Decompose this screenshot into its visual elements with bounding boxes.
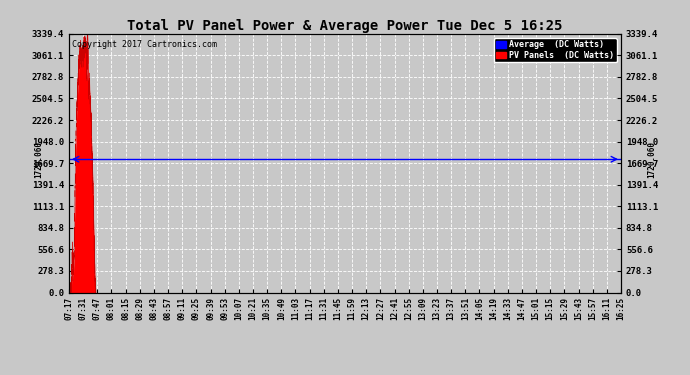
Text: Copyright 2017 Cartronics.com: Copyright 2017 Cartronics.com — [72, 40, 217, 49]
Text: 1720.060: 1720.060 — [34, 141, 43, 178]
Legend: Average  (DC Watts), PV Panels  (DC Watts): Average (DC Watts), PV Panels (DC Watts) — [493, 38, 617, 62]
Title: Total PV Panel Power & Average Power Tue Dec 5 16:25: Total PV Panel Power & Average Power Tue… — [127, 19, 563, 33]
Text: 1720.060: 1720.060 — [647, 141, 656, 178]
